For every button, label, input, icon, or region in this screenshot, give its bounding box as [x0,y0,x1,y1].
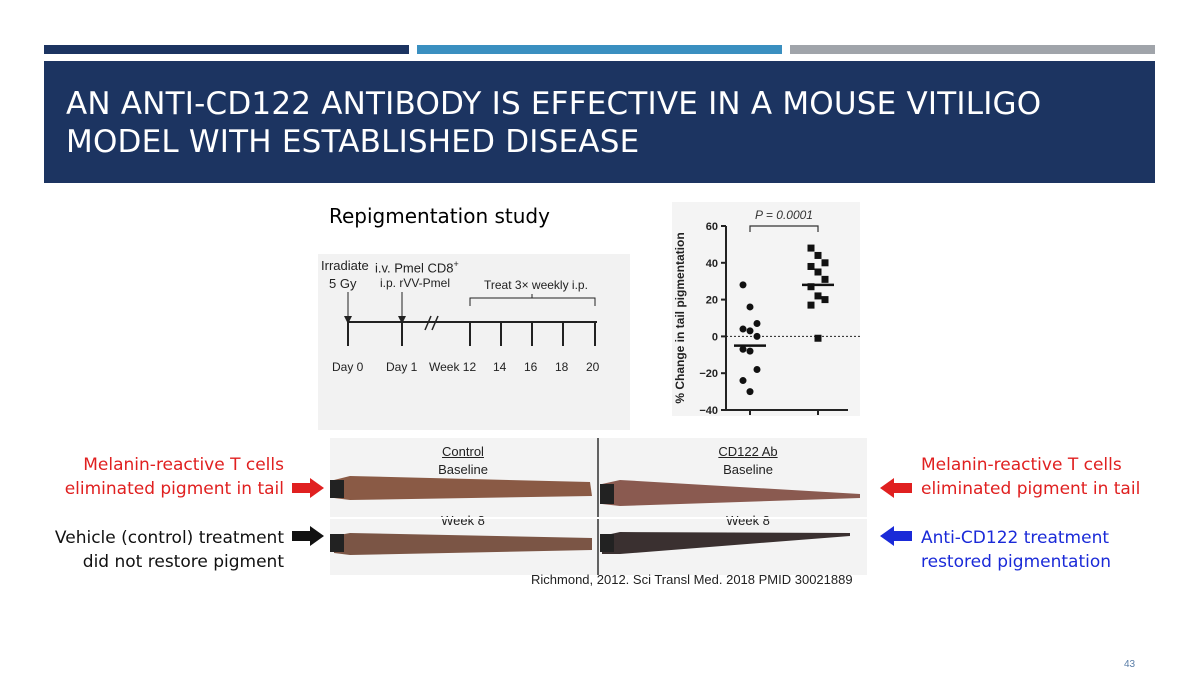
citation: Richmond, 2012. Sci Transl Med. 2018 PMI… [531,572,853,587]
data-point-circle [746,303,754,311]
tails-graphic [330,438,867,575]
data-point-circle [739,377,747,385]
control-label: Control [442,444,484,459]
left-black-note: Vehicle (control) treatment did not rest… [54,528,284,572]
page-number: 43 [1124,659,1136,670]
right-blue-note: Anti-CD122 treatment restored pigmentati… [921,528,1112,572]
control-baseline-label: Baseline [438,462,488,477]
data-point-circle [753,320,761,328]
timeline-figure: Irradiate 5 Gy i.v. Pmel CD8+ i.p. rVV-P… [318,254,630,430]
treat-label: Treat 3× weekly i.p. [484,278,588,292]
data-point-square [807,283,815,291]
right-arrow-black-icon [292,526,324,546]
right-arrow-red-icon [292,478,324,498]
y-tick-label: 40 [706,258,718,270]
data-point-circle [746,388,754,396]
p-value-annotation: P = 0.0001 [755,208,813,222]
data-point-circle [753,332,761,340]
cd122-week8-label: Week 8 [726,513,770,528]
data-point-square [814,292,822,300]
study-title: Repigmentation study [329,204,550,228]
control-week8-tail [334,533,592,555]
accent-bar-blue [417,45,782,54]
tick-day0: Day 0 [332,360,364,374]
pigmentation-chart: 60 40 20 0 −20 −40 % Change in tail pigmentati… [672,202,860,417]
cd122-baseline-label: Baseline [723,462,773,477]
tails-photo-panel: Control Baseline CD122 Ab Baseline Week … [330,438,867,575]
accent-bar-dark [44,45,409,54]
data-point-square [821,259,829,267]
data-point-circle [753,366,761,374]
cd122-baseline-tail [602,480,860,506]
data-point-square [814,251,822,259]
left-arrow-red-icon [880,478,912,498]
tick-week12: Week 12 [429,360,477,374]
data-point-square [807,301,815,309]
data-point-circle [739,325,747,333]
tick-16: 16 [524,360,538,374]
tick-18: 18 [555,360,569,374]
data-point-square [814,268,822,276]
data-point-circle [746,327,754,335]
control-baseline-tail [334,476,592,500]
tick-14: 14 [493,360,507,374]
y-tick-label: −20 [699,368,718,380]
left-arrow-blue-icon [880,526,912,546]
tick-20: 20 [586,360,600,374]
y-tick-label: 0 [712,331,718,343]
accent-bar-gray [790,45,1155,54]
data-point-square [821,275,829,283]
timeline-graphic [344,292,597,346]
title-band: AN ANTI-CD122 ANTIBODY IS EFFECTIVE IN A… [44,61,1155,183]
dose-label: 5 Gy [329,276,357,291]
data-point-square [821,296,829,304]
cd122-week8-tail [602,532,850,554]
data-point-square [807,244,815,252]
tick-day1: Day 1 [386,360,418,374]
iv-label: i.v. Pmel CD8+ [375,259,459,276]
y-tick-label: 60 [706,221,718,233]
data-point-circle [739,345,747,353]
data-point-circle [739,281,747,289]
ip-label: i.p. rVV-Pmel [380,276,451,290]
right-red-note: Melanin-reactive T cells eliminated pigm… [921,455,1141,499]
y-axis-label: % Change in tail pigmentation [673,232,687,403]
irradiate-label: Irradiate [321,258,369,273]
slide-title: AN ANTI-CD122 ANTIBODY IS EFFECTIVE IN A… [66,86,1042,160]
y-tick-label: 20 [706,295,718,307]
data-point-circle [746,347,754,355]
significance-bracket [749,225,819,232]
cd122-label: CD122 Ab [718,444,778,459]
chart-svg: 60 40 20 0 −20 −40 % Change in tail pigmentati… [673,208,860,417]
left-red-note: Melanin-reactive T cells eliminated pigm… [64,455,284,499]
data-point-square [807,262,815,270]
y-tick-label: −40 [699,405,718,416]
data-point-square [814,334,822,342]
control-week8-label: Week 8 [441,513,485,528]
